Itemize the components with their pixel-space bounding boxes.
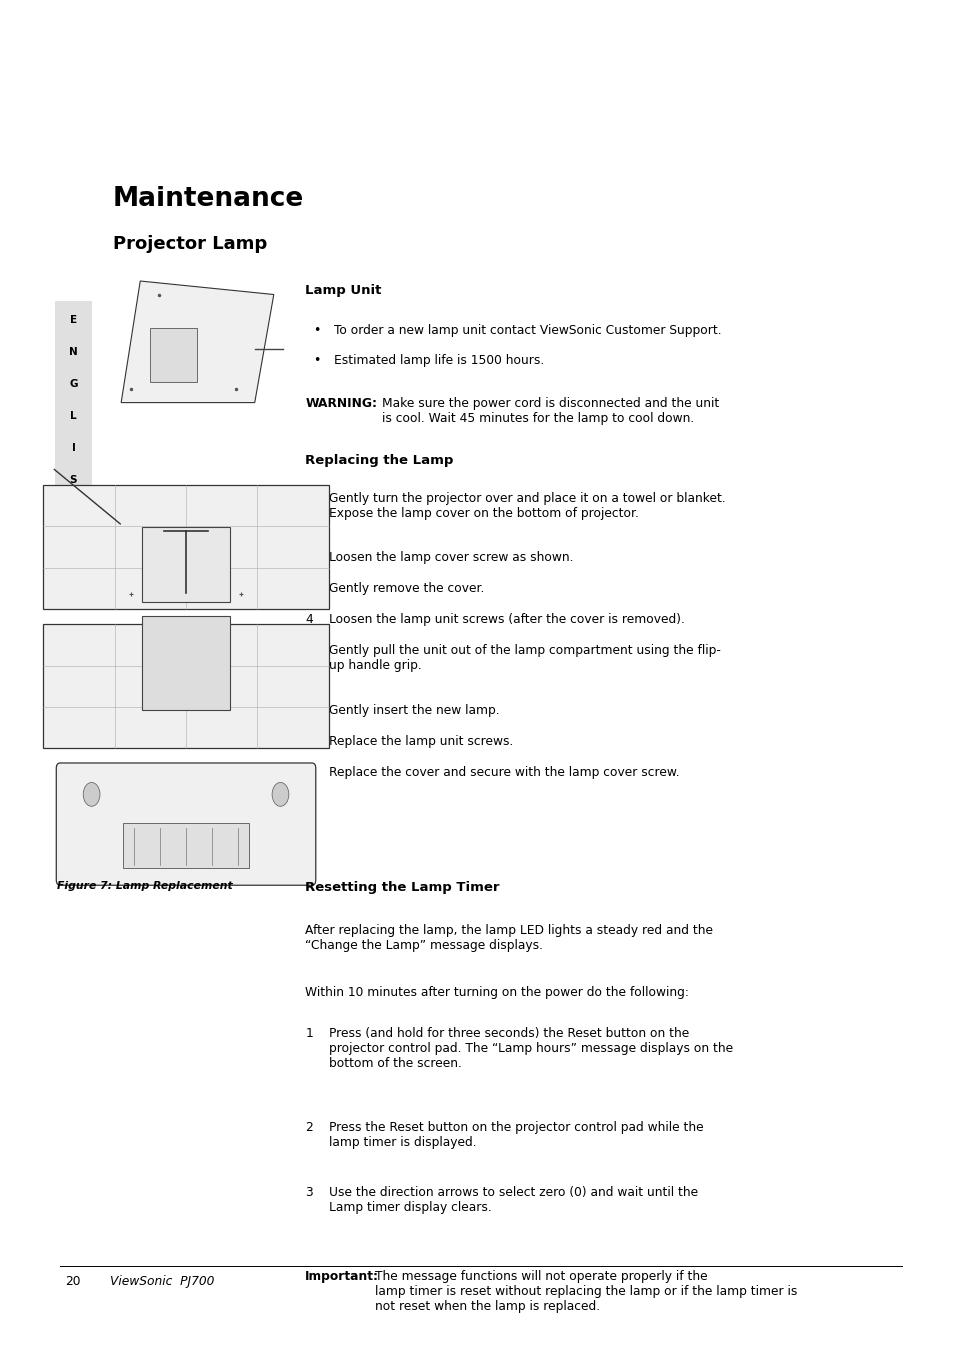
Text: 20: 20 (65, 1275, 80, 1289)
Text: 1: 1 (305, 492, 313, 505)
Text: 6: 6 (305, 704, 313, 717)
Text: Important:: Important: (305, 1270, 379, 1283)
Text: 3: 3 (305, 582, 313, 596)
Text: H: H (69, 507, 78, 516)
Text: Gently pull the unit out of the lamp compartment using the flip-
up handle grip.: Gently pull the unit out of the lamp com… (329, 644, 720, 673)
FancyBboxPatch shape (44, 485, 328, 609)
Bar (142, 616, 230, 709)
Text: Estimated lamp life is 1500 hours.: Estimated lamp life is 1500 hours. (334, 354, 543, 367)
Circle shape (272, 782, 289, 807)
Text: E: E (70, 315, 77, 326)
Text: The message functions will not operate properly if the
lamp timer is reset witho: The message functions will not operate p… (375, 1270, 797, 1313)
Text: Use the direction arrows to select zero (0) and wait until the
Lamp timer displa: Use the direction arrows to select zero … (329, 1186, 698, 1215)
Circle shape (83, 782, 100, 807)
Text: 2: 2 (305, 1121, 313, 1135)
Polygon shape (121, 281, 274, 403)
Text: N: N (69, 347, 78, 357)
Text: Press the Reset button on the projector control pad while the
lamp timer is disp: Press the Reset button on the projector … (329, 1121, 703, 1150)
Text: Replace the lamp unit screws.: Replace the lamp unit screws. (329, 735, 513, 748)
Text: Within 10 minutes after turning on the power do the following:: Within 10 minutes after turning on the p… (305, 986, 688, 1000)
Text: Loosen the lamp unit screws (after the cover is removed).: Loosen the lamp unit screws (after the c… (329, 613, 684, 627)
Text: 2: 2 (305, 551, 313, 565)
Text: Replacing the Lamp: Replacing the Lamp (305, 454, 454, 467)
Bar (55, 301, 91, 524)
Text: Press (and hold for three seconds) the Reset button on the
projector control pad: Press (and hold for three seconds) the R… (329, 1027, 733, 1070)
Text: 5: 5 (305, 644, 313, 658)
Text: Lamp Unit: Lamp Unit (305, 284, 381, 297)
Text: Gently turn the projector over and place it on a towel or blanket.
Expose the la: Gently turn the projector over and place… (329, 492, 725, 520)
Text: Figure 7: Lamp Replacement: Figure 7: Lamp Replacement (57, 881, 233, 890)
Bar (123, 823, 249, 867)
Text: 3: 3 (305, 1186, 313, 1200)
FancyBboxPatch shape (44, 624, 328, 748)
Text: 4: 4 (305, 613, 313, 627)
Text: After replacing the lamp, the lamp LED lights a steady red and the
“Change the L: After replacing the lamp, the lamp LED l… (305, 924, 713, 952)
Text: Make sure the power cord is disconnected and the unit
is cool. Wait 45 minutes f: Make sure the power cord is disconnected… (381, 397, 719, 426)
Text: S: S (70, 474, 77, 485)
Text: Gently insert the new lamp.: Gently insert the new lamp. (329, 704, 499, 717)
Text: Replace the cover and secure with the lamp cover screw.: Replace the cover and secure with the la… (329, 766, 679, 780)
Text: Gently remove the cover.: Gently remove the cover. (329, 582, 484, 596)
Text: Resetting the Lamp Timer: Resetting the Lamp Timer (305, 881, 499, 894)
Text: 1: 1 (305, 1027, 313, 1040)
Text: 7: 7 (305, 735, 313, 748)
Text: •: • (313, 324, 320, 338)
Text: I: I (71, 443, 75, 453)
Text: •: • (313, 354, 320, 367)
Text: Maintenance: Maintenance (112, 186, 303, 212)
Text: ViewSonic  PJ700: ViewSonic PJ700 (110, 1275, 213, 1289)
Bar (142, 527, 230, 601)
Text: 8: 8 (305, 766, 313, 780)
Text: To order a new lamp unit contact ViewSonic Customer Support.: To order a new lamp unit contact ViewSon… (334, 324, 720, 338)
Text: L: L (71, 411, 76, 422)
Text: G: G (70, 380, 77, 389)
FancyBboxPatch shape (56, 763, 315, 885)
Text: Loosen the lamp cover screw as shown.: Loosen the lamp cover screw as shown. (329, 551, 573, 565)
Text: Projector Lamp: Projector Lamp (112, 235, 267, 253)
Text: WARNING:: WARNING: (305, 397, 376, 411)
Bar (150, 328, 197, 382)
